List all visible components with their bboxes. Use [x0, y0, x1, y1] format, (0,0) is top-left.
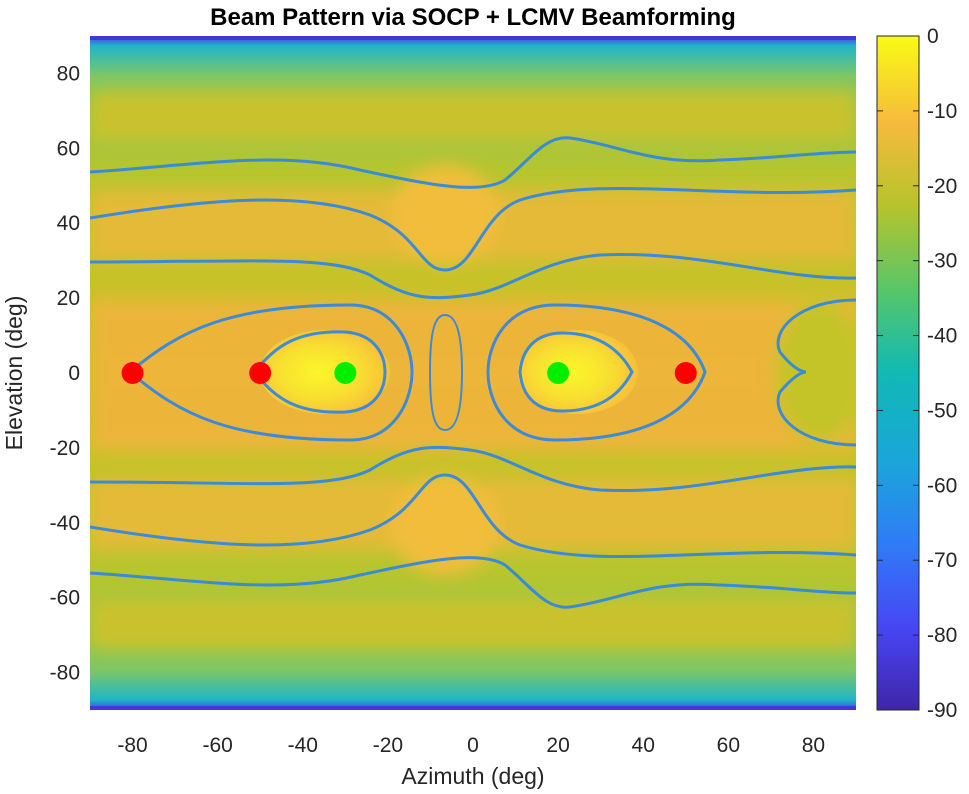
marker-layer	[121, 362, 697, 384]
y-tick-label: 40	[57, 212, 80, 235]
x-tick-label: -40	[288, 734, 318, 757]
chart-title: Beam Pattern via SOCP + LCMV Beamforming	[210, 4, 736, 31]
x-tick-label: 40	[632, 734, 655, 757]
y-tick-label: -60	[50, 587, 80, 610]
x-tick-label: 80	[802, 734, 825, 757]
green-dot-marker	[547, 362, 570, 384]
red-dot-marker	[121, 362, 144, 384]
red-dot-marker	[249, 362, 272, 384]
colorbar-tick-label: -50	[927, 399, 957, 422]
x-tick-label: 0	[467, 734, 479, 757]
x-tick-label: -80	[117, 734, 147, 757]
x-tick-label: 20	[546, 734, 569, 757]
colorbar-tick-label: -10	[927, 100, 957, 123]
x-tick-label: 60	[717, 734, 740, 757]
y-tick-label: -40	[50, 512, 80, 535]
y-tick-label: 60	[57, 137, 80, 160]
colorbar-tick-label: -20	[927, 175, 957, 198]
colorbar-tick-label: -60	[927, 474, 957, 497]
heatmap-image	[90, 36, 856, 710]
colorbar-tick-label: -40	[927, 325, 957, 348]
green-dot-marker	[334, 362, 357, 384]
x-tick-label: -60	[202, 734, 232, 757]
y-tick-label: 20	[57, 287, 80, 310]
x-axis-ticks: -80 -60 -40 -20 0 20 40 60 80	[117, 734, 825, 757]
colorbar-tick-label: -70	[927, 549, 957, 572]
y-tick-label: 80	[57, 62, 80, 85]
colorbar-tick-label: -80	[927, 624, 957, 647]
x-tick-label: -20	[373, 734, 403, 757]
colorbar: 0 -10 -20 -30 -40 -50 -60 -70 -80 -90	[876, 25, 957, 722]
y-tick-label: -80	[50, 662, 80, 685]
colorbar-tick-label: 0	[927, 25, 939, 48]
y-tick-label: -20	[50, 437, 80, 460]
y-axis-ticks: 80 60 40 20 0 -20 -40 -60 -80	[50, 62, 80, 684]
colorbar-tick-label: -30	[927, 250, 957, 273]
colorbar-ticks: 0 -10 -20 -30 -40 -50 -60 -70 -80 -90	[877, 25, 957, 722]
red-dot-marker	[674, 362, 697, 384]
colorbar-gradient	[876, 35, 920, 711]
colorbar-tick-label: -90	[927, 699, 957, 722]
y-tick-label: 0	[68, 362, 80, 385]
y-axis-label: Elevation (deg)	[1, 296, 27, 451]
x-axis-label: Azimuth (deg)	[401, 763, 544, 789]
